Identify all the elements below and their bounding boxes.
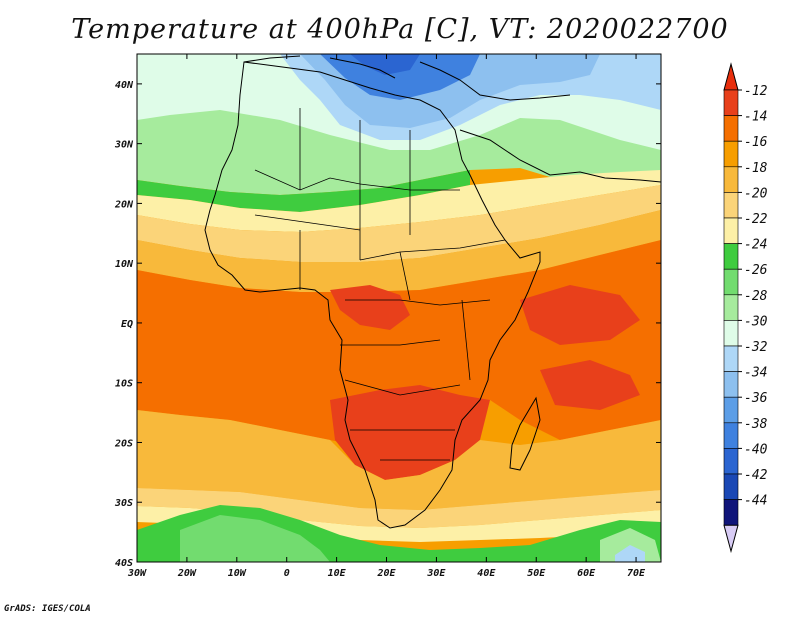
- x-tick-label-30e: 30E: [426, 568, 446, 579]
- colorbar-label-5: -22: [744, 212, 768, 227]
- x-tick-label-50e: 50E: [527, 568, 546, 579]
- x-tick-label-30w: 30W: [127, 568, 147, 579]
- colorbar-swatch-11: [723, 371, 739, 398]
- colorbar-label-15: -42: [744, 468, 768, 483]
- southern-yellow: [137, 506, 661, 542]
- mediterranean-north-coast: [243, 55, 571, 101]
- colorbar-swatch-1: [723, 115, 739, 142]
- x-tick-label-60e: 60E: [577, 568, 596, 579]
- colorbar-label-12: -36: [744, 391, 768, 406]
- colorbar-swatch-7: [723, 268, 739, 296]
- hot-spot-south-africa: [330, 385, 490, 480]
- southern-light-orange: [137, 410, 661, 510]
- colorbar-swatch-13: [723, 422, 739, 449]
- band-north-darkest-blue: [350, 54, 420, 75]
- arabia-coastline: [459, 129, 661, 183]
- plot-frame: [136, 53, 662, 563]
- colorbar-label-11: -34: [744, 366, 767, 381]
- x-tick-label-0: 0: [284, 568, 290, 579]
- y-tick-label-20s: 20S: [114, 438, 133, 449]
- y-tick-label-eq: EQ: [121, 319, 133, 330]
- x-tick-label-40e: 40E: [477, 568, 496, 579]
- country-borders: [254, 108, 506, 461]
- colorbar-label-14: -40: [744, 442, 768, 457]
- band-light-orange: [137, 210, 661, 292]
- colorbar-label-16: -44: [744, 494, 767, 509]
- colorbar-swatch-16: [723, 499, 739, 526]
- colorbar: -12 -14 -16 -18 -20 -22 -24 -26 -28 -30 -32 -34 -36 -…: [723, 62, 768, 554]
- colorbar-label-6: -24: [744, 238, 767, 253]
- colorbar-swatch-2: [723, 140, 739, 168]
- colorbar-label-9: -30: [744, 314, 768, 329]
- band-north-deep-blue: [320, 54, 480, 100]
- colorbar-top-arrow: [723, 62, 739, 91]
- hot-spot-east: [520, 285, 640, 345]
- colorbar-swatch-9: [723, 320, 739, 347]
- band-yellow-orange: [137, 185, 661, 262]
- colorbar-label-7: -26: [744, 263, 768, 278]
- southern-light-green: [180, 515, 330, 562]
- y-tick-label-20n: 20N: [114, 199, 134, 210]
- colorbar-bottom-arrow: [723, 524, 739, 554]
- y-tick-label-10n: 10N: [115, 259, 134, 270]
- x-tick-label-20w: 20W: [177, 568, 197, 579]
- colorbar-label-2: -16: [744, 135, 768, 150]
- colorbar-swatch-15: [723, 473, 739, 500]
- colorbar-swatch-3: [723, 166, 739, 193]
- madagascar-coastline: [509, 396, 541, 471]
- colorbar-label-3: -18: [744, 161, 768, 176]
- colorbar-label-0: -12: [744, 84, 768, 99]
- grads-credit: GrADS: IGES/COLA: [4, 604, 91, 614]
- southern-pale-blue: [615, 545, 645, 562]
- y-tick-label-10s: 10S: [115, 379, 133, 390]
- y-tick-label-30n: 30N: [114, 140, 134, 151]
- colorbar-label-8: -28: [744, 289, 768, 304]
- colorbar-swatch-0: [723, 89, 739, 116]
- coastlines: [204, 55, 661, 529]
- y-tick-label-40s: 40S: [115, 558, 133, 569]
- africa-coastline: [204, 61, 541, 529]
- colorbar-swatch-10: [723, 345, 739, 372]
- colorbar-swatch-6: [723, 243, 739, 270]
- band-north-green: [137, 170, 470, 212]
- temperature-field: [137, 54, 661, 562]
- x-tick-label-20e: 20E: [376, 568, 396, 579]
- colorbar-label-10: -32: [744, 340, 768, 355]
- map-title: Temperature at 400hPa [C], VT: 202002270…: [71, 14, 729, 45]
- x-tick-label-10w: 10W: [228, 568, 247, 579]
- southern-pale-green: [600, 528, 661, 562]
- southern-yellow-orange: [137, 488, 661, 528]
- colorbar-swatch-8: [723, 294, 739, 321]
- colorbar-swatch-4: [723, 192, 739, 219]
- hot-spot-central: [330, 285, 410, 330]
- colorbar-swatch-14: [723, 448, 739, 475]
- colorbar-swatch-5: [723, 217, 739, 244]
- colorbar-label-4: -20: [744, 186, 768, 201]
- y-tick-label-30s: 30S: [114, 498, 133, 509]
- hot-spot-southeast: [540, 360, 640, 410]
- colorbar-label-13: -38: [744, 417, 768, 432]
- x-tick-label-70e: 70E: [627, 568, 646, 579]
- x-tick-label-10e: 10E: [328, 568, 347, 579]
- colorbar-swatch-12: [723, 396, 739, 424]
- y-tick-label-40n: 40N: [115, 80, 134, 91]
- colorbar-label-1: -14: [744, 110, 767, 125]
